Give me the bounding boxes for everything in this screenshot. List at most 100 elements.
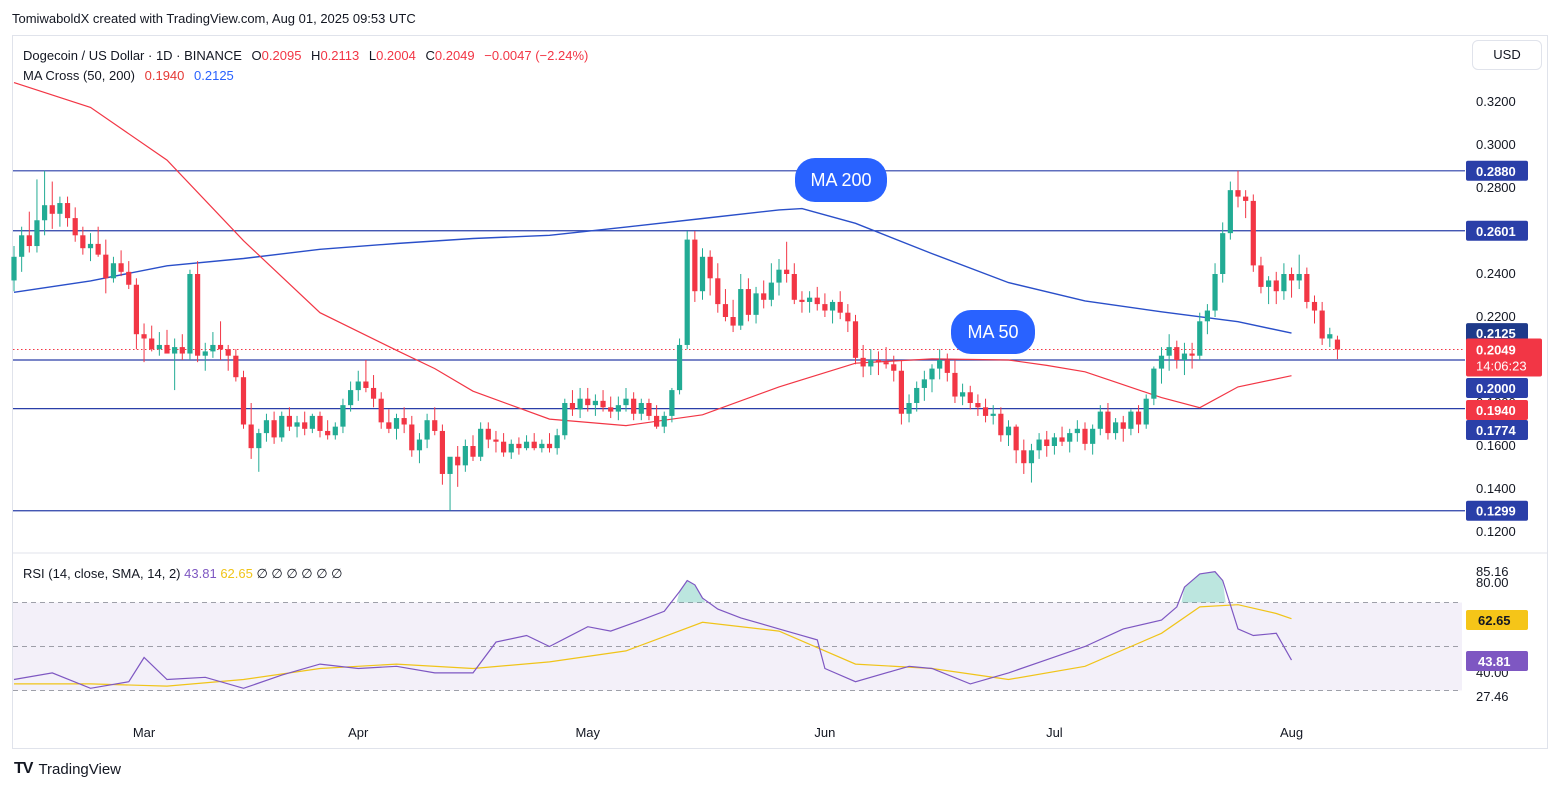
change-value: −0.0047 (−2.24%) <box>484 48 589 63</box>
ma200-line <box>13 207 1292 334</box>
candle-body <box>1250 200 1256 266</box>
ma-cross-title[interactable]: MA Cross (50, 200) <box>23 68 135 83</box>
candle-body <box>799 299 805 302</box>
candle-body <box>1074 428 1080 434</box>
candle-body <box>1143 398 1149 425</box>
candle-body <box>172 347 178 354</box>
candle-body <box>87 243 94 249</box>
price-label-bg <box>1466 160 1528 181</box>
candle-body <box>355 381 361 391</box>
candle-body <box>669 390 675 416</box>
candle-body <box>455 456 461 466</box>
price-label: 0.2601 <box>1476 224 1516 239</box>
candle-body <box>638 403 644 414</box>
candle-body <box>615 405 621 412</box>
candle-body <box>1013 426 1019 451</box>
candle-body <box>715 278 721 305</box>
candle-body <box>875 360 882 363</box>
candle-body <box>654 415 660 427</box>
candle-body <box>707 256 713 279</box>
candle-body <box>631 398 637 414</box>
tradingview-logo-icon: TV <box>14 760 33 777</box>
candle-body <box>600 400 606 408</box>
candle-body <box>784 269 790 274</box>
candle-body <box>1273 280 1279 292</box>
rsi-line <box>13 571 1293 689</box>
close-label: C <box>425 48 435 63</box>
candle-body <box>256 433 262 449</box>
candle-body <box>409 424 415 451</box>
candle-body <box>64 203 71 219</box>
candle-body <box>317 415 323 431</box>
price-label-bg <box>1466 220 1528 241</box>
candle-body <box>1327 334 1333 339</box>
ma200-callout-label: MA 200 <box>810 170 871 190</box>
candle-body <box>868 360 874 367</box>
candle-body <box>1296 274 1302 281</box>
candle-body <box>164 344 170 354</box>
tradingview-brand: TradingView <box>38 760 121 778</box>
candle-body <box>1266 280 1272 287</box>
candle-body <box>998 413 1004 436</box>
candle-body <box>149 338 155 350</box>
candle-body <box>852 321 859 358</box>
candle-body <box>133 284 139 335</box>
currency-button[interactable]: USD <box>1472 40 1542 70</box>
candle-body <box>608 407 614 412</box>
candle-body <box>562 403 568 436</box>
candle-body <box>577 398 583 410</box>
rsi-title[interactable]: RSI (14, close, SMA, 14, 2) <box>23 566 181 581</box>
bar-countdown-label: 14:06:23 <box>1476 358 1527 373</box>
candle-body <box>271 420 277 438</box>
candle-body <box>340 405 346 427</box>
candle-body <box>202 351 208 356</box>
candle-body <box>424 420 430 440</box>
candle-body <box>348 390 354 406</box>
candle-body <box>661 415 667 427</box>
rsi-overbought-fill <box>676 580 706 603</box>
candle-body <box>952 372 958 397</box>
candle-body <box>393 418 400 429</box>
low-label: L <box>368 48 377 63</box>
candle-body <box>378 398 384 423</box>
candle-body <box>95 243 101 255</box>
candle-body <box>447 456 453 474</box>
candle-body <box>1166 347 1172 356</box>
candle-body <box>126 271 132 285</box>
price-label-bg <box>1466 323 1528 344</box>
candle-body <box>814 297 820 305</box>
candle-body <box>439 430 445 474</box>
open-value: 0.2095 <box>261 48 302 63</box>
price-axis-tick: 0.2800 <box>1476 180 1516 195</box>
candle-body <box>263 420 270 434</box>
close-value: 0.2049 <box>434 48 475 63</box>
high-label: H <box>311 48 321 63</box>
candle-body <box>891 364 897 371</box>
candle-body <box>898 370 904 414</box>
candle-body <box>57 203 63 214</box>
candle-body <box>699 256 706 292</box>
candle-body <box>286 415 292 427</box>
candle-body <box>248 424 254 449</box>
candle-body <box>837 301 843 313</box>
candle-body <box>302 422 308 429</box>
high-value: 0.2113 <box>320 48 360 63</box>
candle-body <box>187 274 193 354</box>
ma50-line <box>13 82 1292 427</box>
candle-body <box>1281 274 1287 292</box>
candle-body <box>761 293 767 300</box>
symbol-title[interactable]: Dogecoin / US Dollar · 1D · BINANCE <box>23 48 242 63</box>
low-value: 0.2004 <box>376 48 416 63</box>
candle-body <box>1227 190 1233 234</box>
attribution-text: TomiwaboldX created with TradingView.com… <box>12 11 416 26</box>
rsi-overbought-fill <box>1181 571 1226 603</box>
candle-body <box>944 360 950 373</box>
price-axis-tick: 0.2400 <box>1476 266 1516 281</box>
candle-body <box>676 344 683 391</box>
candle-body <box>722 304 729 317</box>
candle-body <box>462 446 468 466</box>
candle-body <box>1181 353 1188 360</box>
candle-body <box>470 446 476 457</box>
time-axis-tick: Aug <box>1280 725 1303 740</box>
